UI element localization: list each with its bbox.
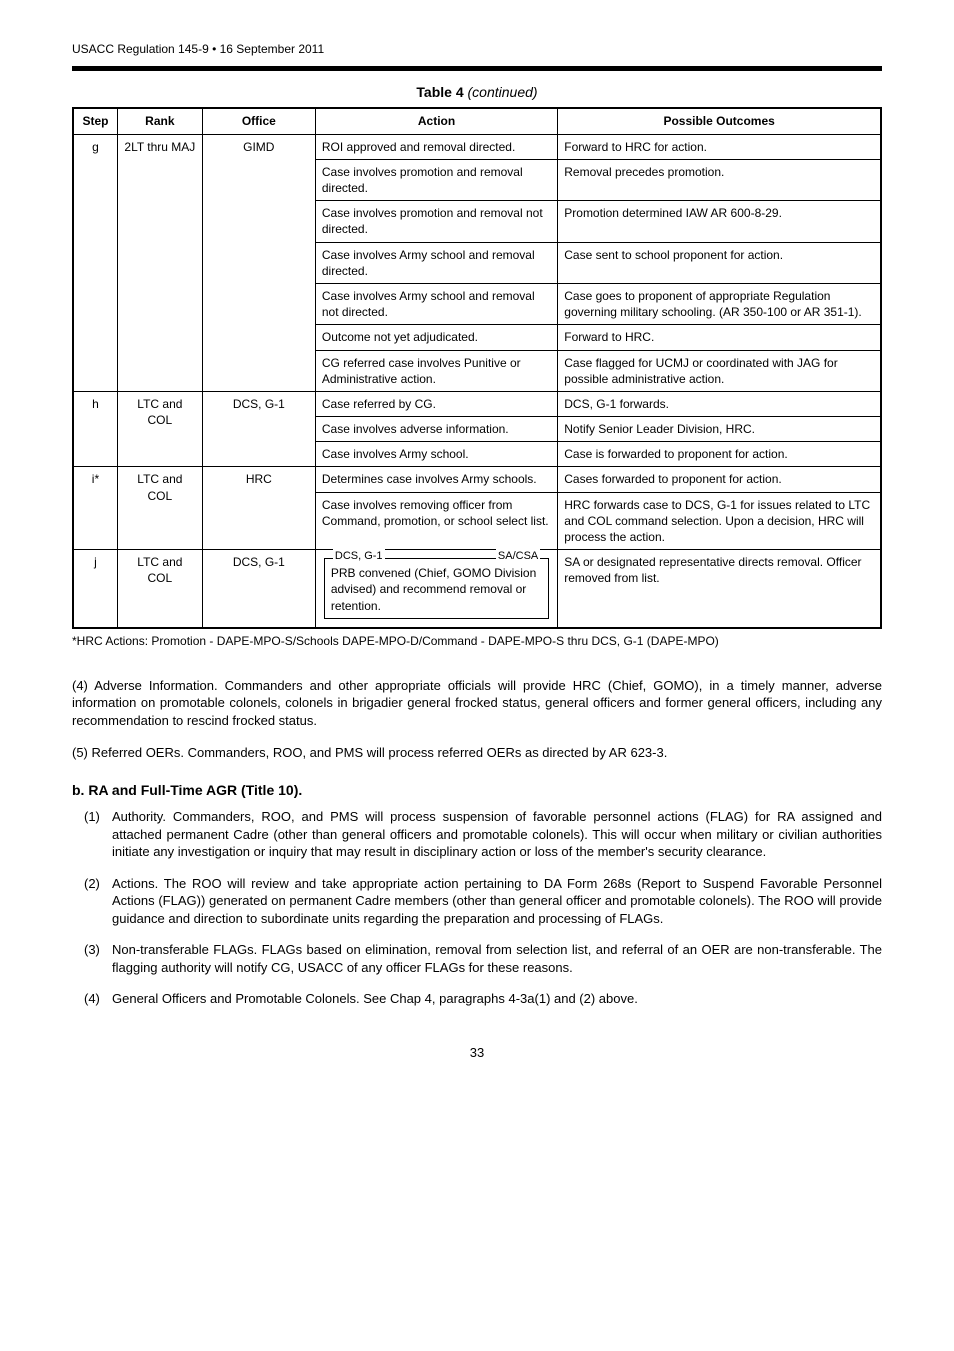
outcome-cell: Case sent to school proponent for action…	[558, 242, 881, 283]
action-cell: Determines case involves Army schools.	[315, 467, 557, 492]
panel-label-right: SA/CSA	[496, 549, 540, 564]
col-header: Possible Outcomes	[558, 108, 881, 134]
action-cell: Case involves promotion and removal not …	[315, 201, 557, 242]
table-title-cont: (continued)	[468, 84, 538, 100]
page-topline: USACC Regulation 145-9 • 16 September 20…	[72, 40, 882, 58]
list-item: (1) Authority. Commanders, ROO, and PMS w…	[72, 808, 882, 861]
rank-cell: LTC and COL	[117, 550, 202, 628]
item-marker: (1)	[84, 808, 100, 826]
body-text: (4) Adverse Information. Commanders and …	[72, 677, 882, 1008]
list-item: (3) Non-transferable FLAGs. FLAGs based o…	[72, 941, 882, 976]
header-left: USACC Regulation 145-9 • 16 September 20…	[72, 42, 324, 56]
col-header: Action	[315, 108, 557, 134]
para-a5: (5) Referred OERs. Commanders, ROO, and …	[72, 744, 882, 762]
step-cell: i*	[73, 467, 117, 550]
header-rule	[72, 66, 882, 71]
office-cell: DCS, G-1	[202, 550, 315, 628]
table-title: Table 4 (continued)	[72, 83, 882, 102]
panel-label-left: DCS, G-1	[333, 549, 385, 564]
office-cell: HRC	[202, 467, 315, 550]
item-text: Non-transferable FLAGs. FLAGs based on e…	[112, 942, 882, 975]
action-cell: Case involves Army school and removal no…	[315, 283, 557, 324]
table-footnote: *HRC Actions: Promotion - DAPE-MPO-S/Sch…	[72, 633, 882, 649]
panel-body: PRB convened (Chief, GOMO Division advis…	[331, 563, 542, 614]
office-cell: DCS, G-1	[202, 391, 315, 467]
section-b-list: (1) Authority. Commanders, ROO, and PMS w…	[72, 808, 882, 1008]
action-cell: Outcome not yet adjudicated.	[315, 325, 557, 350]
rank-cell: LTC and COL	[117, 467, 202, 550]
outcome-cell: SA or designated representative directs …	[558, 550, 881, 628]
outcome-cell: Forward to HRC for action.	[558, 134, 881, 159]
rank-cell: LTC and COL	[117, 391, 202, 467]
col-header: Step	[73, 108, 117, 134]
outcome-cell: Case is forwarded to proponent for actio…	[558, 442, 881, 467]
para-a4: (4) Adverse Information. Commanders and …	[72, 677, 882, 730]
item-marker: (3)	[84, 941, 100, 959]
action-panel: DCS, G-1SA/CSAPRB convened (Chief, GOMO …	[324, 558, 549, 619]
item-text: General Officers and Promotable Colonels…	[112, 991, 638, 1006]
item-text: Actions. The ROO will review and take ap…	[112, 876, 882, 926]
page-footer: 33	[72, 1044, 882, 1062]
list-item: (2) Actions. The ROO will review and take…	[72, 875, 882, 928]
step-cell: j	[73, 550, 117, 628]
action-cell: Case referred by CG.	[315, 391, 557, 416]
outcome-cell: HRC forwards case to DCS, G-1 for issues…	[558, 492, 881, 550]
office-cell: GIMD	[202, 134, 315, 391]
col-header: Office	[202, 108, 315, 134]
action-cell: Case involves removing officer from Comm…	[315, 492, 557, 550]
step-cell: g	[73, 134, 117, 391]
action-cell: DCS, G-1 SA/CSAPRB convened (Chief, GOMO …	[315, 550, 557, 628]
outcome-cell: Removal precedes promotion.	[558, 159, 881, 200]
outcome-cell: DCS, G-1 forwards.	[558, 391, 881, 416]
action-cell: CG referred case involves Punitive or Ad…	[315, 350, 557, 391]
action-cell: Case involves promotion and removal dire…	[315, 159, 557, 200]
col-header: Rank	[117, 108, 202, 134]
action-cell: Case involves Army school.	[315, 442, 557, 467]
action-cell: ROI approved and removal directed.	[315, 134, 557, 159]
item-text: Authority. Commanders, ROO, and PMS will…	[112, 809, 882, 859]
item-marker: (4)	[84, 990, 100, 1008]
outcome-cell: Case flagged for UCMJ or coordinated wit…	[558, 350, 881, 391]
item-marker: (2)	[84, 875, 100, 893]
outcome-cell: Cases forwarded to proponent for action.	[558, 467, 881, 492]
list-item: (4) General Officers and Promotable Colon…	[72, 990, 882, 1008]
step-cell: h	[73, 391, 117, 467]
action-cell: Case involves adverse information.	[315, 417, 557, 442]
outcome-cell: Notify Senior Leader Division, HRC.	[558, 417, 881, 442]
table-title-main: Table 4	[416, 84, 463, 100]
outcome-cell: Promotion determined IAW AR 600-8-29.	[558, 201, 881, 242]
rank-cell: 2LT thru MAJ	[117, 134, 202, 391]
section-b-title: b. RA and Full-Time AGR (Title 10).	[72, 781, 882, 800]
action-cell: Case involves Army school and removal di…	[315, 242, 557, 283]
main-table: StepRankOfficeActionPossible Outcomes g2L…	[72, 107, 882, 628]
outcome-cell: Forward to HRC.	[558, 325, 881, 350]
outcome-cell: Case goes to proponent of appropriate Re…	[558, 283, 881, 324]
